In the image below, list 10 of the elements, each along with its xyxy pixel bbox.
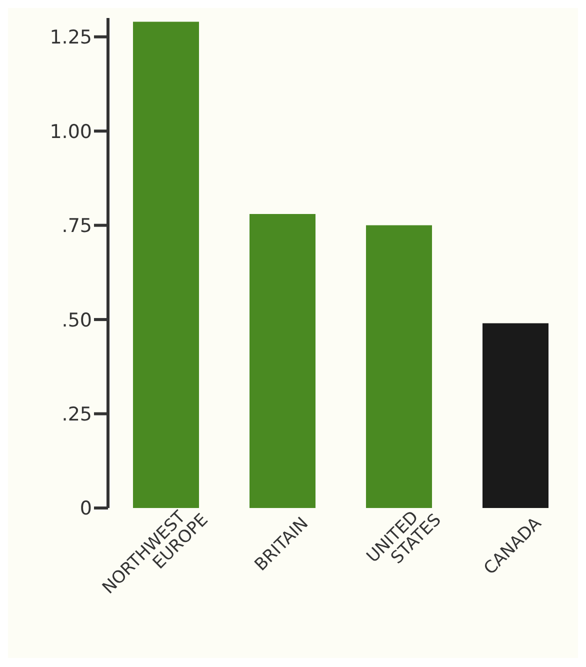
- y-tick-label: .50: [62, 309, 92, 332]
- y-tick-label: .25: [62, 404, 92, 426]
- bar: [366, 225, 432, 508]
- bar: [133, 22, 199, 508]
- y-tick-label: .75: [62, 215, 92, 238]
- bar: [482, 323, 548, 508]
- y-tick-label: 1.00: [50, 120, 92, 143]
- y-tick-label: 0: [80, 498, 92, 520]
- bar: [250, 214, 316, 508]
- y-tick-label: 1.25: [50, 26, 92, 49]
